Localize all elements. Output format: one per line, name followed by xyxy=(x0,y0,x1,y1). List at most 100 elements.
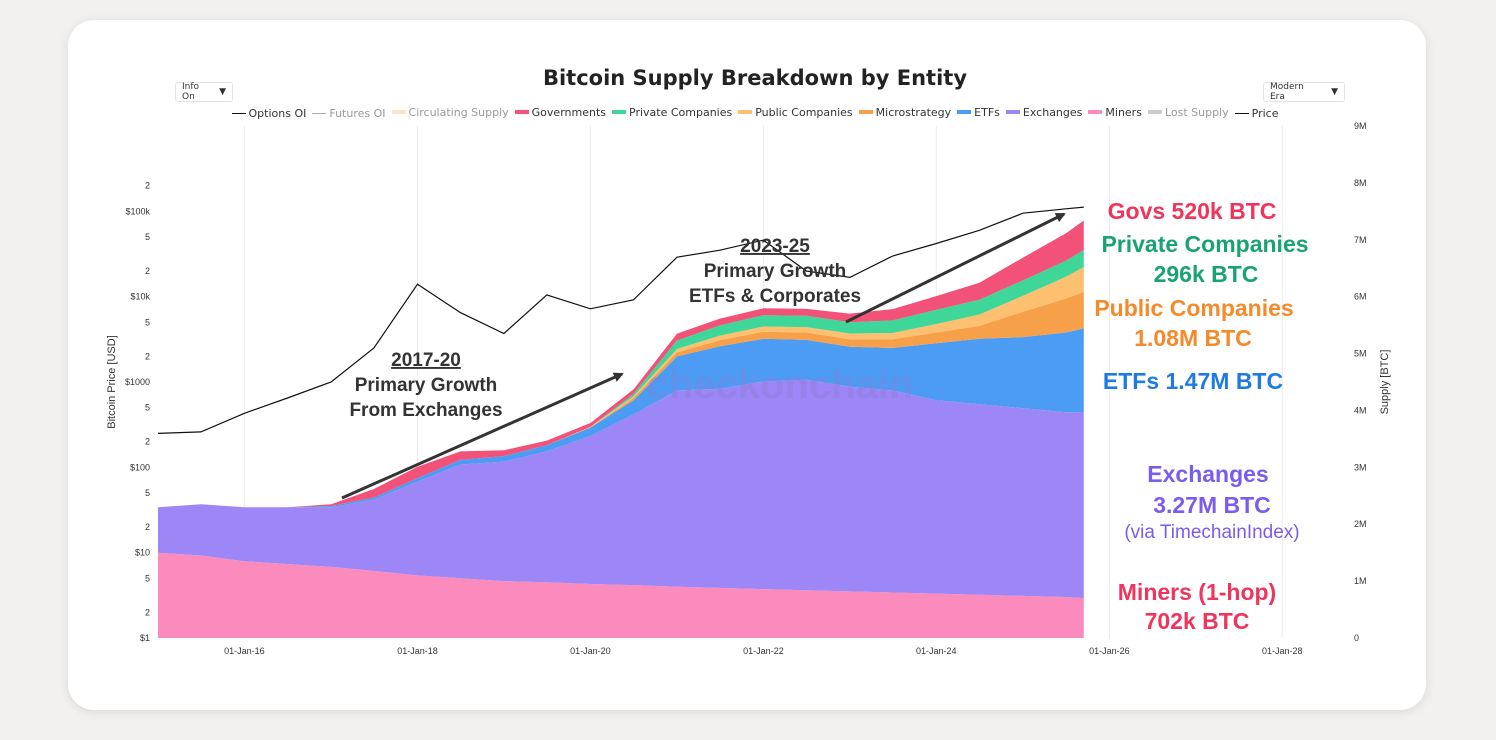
x-tick-label: 01-Jan-26 xyxy=(1089,646,1130,656)
series-area-microstrategy xyxy=(158,292,1084,508)
legend-item[interactable]: Circulating Supply xyxy=(391,105,509,119)
legend-label: Private Companies xyxy=(629,105,733,119)
label-etfs: ETFs 1.47M BTC xyxy=(1103,368,1283,394)
label-public-companies-value: 1.08M BTC xyxy=(1134,325,1252,351)
annotation-year: 2017-20 xyxy=(391,350,461,371)
annotation-text: ETFs & Corporates xyxy=(689,286,861,307)
label-miners-value: 702k BTC xyxy=(1145,608,1250,634)
y-right-tick-label: 2M xyxy=(1354,519,1367,529)
legend-item[interactable]: Futures OI xyxy=(312,106,386,120)
label-private-companies-value: 296k BTC xyxy=(1154,261,1259,287)
legend-item[interactable]: Governments xyxy=(514,105,606,119)
label-exchanges-source: (via TimechainIndex) xyxy=(1124,522,1299,543)
legend-swatch xyxy=(514,110,529,114)
chart-legend: Options OI Futures OI Circulating Supply Go… xyxy=(0,104,1496,120)
legend-swatch xyxy=(231,112,246,114)
y-right-tick-label: 4M xyxy=(1354,405,1367,415)
annotation-text: Primary Growth xyxy=(355,375,498,396)
y-right-tick-label: 9M xyxy=(1354,121,1367,131)
y-left-tick-label: $1 xyxy=(140,633,150,643)
y-left-tick-label: 5 xyxy=(145,488,150,498)
x-tick-label: 01-Jan-16 xyxy=(224,646,265,656)
y-left-tick-label: 2 xyxy=(145,522,150,532)
legend-label: Futures OI xyxy=(329,106,386,120)
label-public-companies: Public Companies xyxy=(1094,295,1293,321)
legend-label: Governments xyxy=(531,105,606,119)
y-left-tick-label: 5 xyxy=(145,403,150,413)
x-tick-label: 01-Jan-18 xyxy=(397,646,438,656)
legend-swatch xyxy=(612,110,626,114)
legend-label: Public Companies xyxy=(755,105,853,119)
legend-label: Microstrategy xyxy=(875,105,952,119)
legend-item[interactable]: Options OI xyxy=(231,106,307,120)
legend-item[interactable]: Price xyxy=(1234,106,1279,120)
y-right-tick-label: 1M xyxy=(1354,576,1367,586)
legend-swatch xyxy=(312,112,327,114)
label-miners: Miners (1-hop) xyxy=(1118,579,1276,605)
legend-item[interactable]: Microstrategy xyxy=(858,105,952,119)
era-select[interactable]: Modern Era ▼ xyxy=(1263,82,1345,102)
chevron-down-icon: ▼ xyxy=(219,87,226,97)
legend-swatch xyxy=(1147,110,1162,114)
legend-swatch xyxy=(738,110,753,114)
era-select-value: Modern Era xyxy=(1270,82,1304,102)
info-select[interactable]: Info On ▼ xyxy=(175,82,233,102)
label-exchanges: Exchanges xyxy=(1147,461,1268,487)
legend-item[interactable]: Exchanges xyxy=(1005,106,1082,119)
legend-label: Price xyxy=(1251,106,1279,120)
y-left-tick-label: $100k xyxy=(125,206,150,216)
legend-item[interactable]: Lost Supply xyxy=(1147,105,1229,119)
y-left-tick-label: 2 xyxy=(145,266,150,276)
legend-swatch xyxy=(858,110,873,114)
annotation-year: 2023-25 xyxy=(740,236,810,257)
y-right-tick-label: 0 xyxy=(1354,633,1359,643)
legend-item[interactable]: Public Companies xyxy=(738,105,853,119)
legend-item[interactable]: Miners xyxy=(1088,106,1142,119)
legend-label: Lost Supply xyxy=(1164,105,1229,119)
y-right-axis-title: Supply [BTC] xyxy=(1379,350,1391,415)
y-left-tick-label: 2 xyxy=(145,181,150,191)
y-right-tick-label: 7M xyxy=(1354,235,1367,245)
legend-label: Circulating Supply xyxy=(408,105,509,119)
y-left-tick-label: 5 xyxy=(145,317,150,327)
y-right-tick-label: 8M xyxy=(1354,178,1367,188)
annotation-text: Primary Growth xyxy=(704,261,847,282)
y-left-tick-label: 5 xyxy=(145,232,150,242)
y-left-tick-label: 2 xyxy=(145,351,150,361)
x-tick-label: 01-Jan-24 xyxy=(916,646,957,656)
y-left-tick-label: 2 xyxy=(145,437,150,447)
y-right-tick-label: 3M xyxy=(1354,462,1367,472)
legend-swatch xyxy=(957,110,972,114)
legend-label: ETFs xyxy=(974,105,1000,119)
chart-title: Bitcoin Supply Breakdown by Entity xyxy=(542,66,968,90)
series-area-miners xyxy=(158,552,1084,638)
legend-swatch xyxy=(1005,110,1020,114)
y-left-tick-label: $10k xyxy=(130,292,150,302)
x-tick-label: 01-Jan-28 xyxy=(1262,646,1303,656)
x-tick-label: 01-Jan-22 xyxy=(743,646,784,656)
y-left-tick-label: $100 xyxy=(130,462,150,472)
label-govs: Govs 520k BTC xyxy=(1108,198,1277,224)
growth-arrow xyxy=(845,212,1066,324)
y-left-axis-title: Bitcoin Price [USD] xyxy=(106,335,118,429)
chevron-down-icon: ▼ xyxy=(1331,87,1338,97)
price-line xyxy=(157,206,1084,434)
series-area-etfs xyxy=(158,328,1084,508)
y-left-tick-label: 2 xyxy=(145,607,150,617)
series-area-exchanges xyxy=(158,379,1084,599)
y-left-tick-label: $10 xyxy=(135,548,150,558)
legend-item[interactable]: ETFs xyxy=(957,106,1000,119)
y-right-tick-label: 6M xyxy=(1354,292,1367,302)
label-exchanges-value: 3.27M BTC xyxy=(1153,492,1271,518)
annotation-text: From Exchanges xyxy=(349,400,502,421)
legend-label: Options OI xyxy=(248,106,307,120)
y-left-tick-label: 5 xyxy=(145,573,150,583)
y-right-tick-label: 5M xyxy=(1354,349,1367,359)
y-left-tick-label: $1000 xyxy=(125,377,150,387)
legend-swatch xyxy=(1088,110,1103,114)
growth-arrow xyxy=(341,372,624,500)
legend-item[interactable]: Private Companies xyxy=(612,106,732,119)
legend-swatch xyxy=(391,110,406,114)
watermark: checkonchain xyxy=(647,363,914,407)
